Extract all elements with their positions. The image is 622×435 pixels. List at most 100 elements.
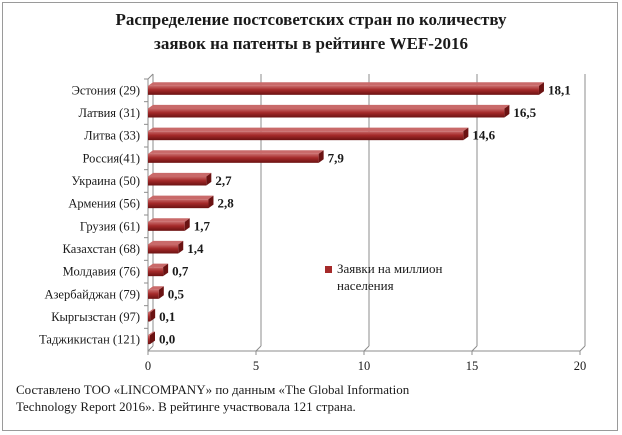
bar-0 bbox=[148, 82, 544, 95]
bar-7 bbox=[148, 240, 184, 254]
bar-end-face-0 bbox=[538, 82, 544, 95]
legend-marker bbox=[325, 266, 332, 273]
value-label-2: 14,6 bbox=[472, 128, 495, 143]
grid-line-floor-3 bbox=[471, 345, 478, 352]
chart-title-line-2: заявок на патенты в рейтинге WEF-2016 bbox=[154, 34, 468, 53]
value-label-10: 0,1 bbox=[159, 309, 175, 324]
bar-9 bbox=[148, 286, 164, 299]
bar-top-face-11 bbox=[148, 331, 155, 336]
chart-frame bbox=[2, 2, 618, 431]
bar-8 bbox=[148, 263, 169, 277]
bar-front-face-2 bbox=[148, 131, 464, 141]
bar-front-face-3 bbox=[148, 153, 319, 163]
category-label-6: Грузия (61) bbox=[80, 219, 140, 233]
bar-front-face-4 bbox=[148, 176, 207, 186]
grid-line-floor-0 bbox=[147, 345, 154, 352]
bar-10 bbox=[148, 308, 156, 322]
value-label-8: 0,7 bbox=[172, 264, 189, 279]
x-tick-label-1: 5 bbox=[253, 359, 259, 373]
x-tick-label-0: 0 bbox=[145, 359, 151, 373]
bar-6 bbox=[148, 218, 190, 231]
bar-5 bbox=[148, 195, 214, 209]
bar-11 bbox=[148, 331, 155, 345]
x-tick-label-4: 20 bbox=[574, 359, 587, 373]
category-label-5: Армения (56) bbox=[68, 197, 140, 211]
category-label-8: Молдавия (76) bbox=[63, 265, 140, 279]
data-labels: 18,1 16,5 14,6 7,9 2,7 2,8 1,7 1,4 0,7 0,5 0,1 0,0 bbox=[159, 82, 571, 346]
source-caption-line-1: Составлено ТОО «LINCOMPANY» по данным «T… bbox=[16, 382, 410, 397]
source-caption: Составлено ТОО «LINCOMPANY» по данным «T… bbox=[16, 381, 576, 415]
bar-end-face-5 bbox=[208, 195, 214, 209]
bar-end-face-11 bbox=[150, 331, 155, 345]
bar-front-face-6 bbox=[148, 221, 185, 231]
bar-front-face-8 bbox=[148, 267, 164, 277]
chart-title-line-1: Распределение постсоветских стран по кол… bbox=[115, 10, 507, 29]
category-label-9: Азербайджан (79) bbox=[44, 287, 140, 301]
category-label-4: Украина (50) bbox=[72, 174, 141, 188]
category-labels: Эстония (29) Латвия (31) Литва (33) Россия(… bbox=[39, 83, 140, 346]
bars bbox=[148, 82, 544, 345]
bar-top-face-9 bbox=[148, 286, 164, 290]
bar-top-face-10 bbox=[148, 308, 156, 313]
category-label-2: Литва (33) bbox=[84, 129, 140, 143]
value-label-7: 1,4 bbox=[187, 241, 204, 256]
value-label-6: 1,7 bbox=[194, 218, 211, 233]
value-label-4: 2,7 bbox=[215, 173, 232, 188]
bar-top-face-5 bbox=[148, 195, 214, 200]
bar-top-face-6 bbox=[148, 218, 190, 222]
bar-4 bbox=[148, 172, 212, 186]
bar-end-face-1 bbox=[504, 104, 510, 118]
bar-end-face-4 bbox=[206, 172, 212, 186]
legend: Заявки на миллион населения bbox=[325, 261, 443, 293]
value-label-9: 0,5 bbox=[168, 286, 185, 301]
bar-top-face-0 bbox=[148, 82, 544, 86]
bar-end-face-9 bbox=[158, 286, 164, 299]
category-label-11: Таджикистан (121) bbox=[39, 333, 140, 347]
category-label-3: Россия(41) bbox=[82, 151, 140, 165]
bar-top-face-4 bbox=[148, 172, 212, 177]
bar-front-face-5 bbox=[148, 199, 209, 209]
chart-title: Распределение постсоветских стран по кол… bbox=[0, 8, 622, 56]
bar-top-face-3 bbox=[148, 150, 324, 154]
bar-front-face-11 bbox=[148, 335, 150, 345]
bar-front-face-10 bbox=[148, 312, 151, 322]
bar-end-face-2 bbox=[463, 127, 469, 141]
category-label-7: Казахстан (68) bbox=[63, 242, 140, 256]
bar-end-face-3 bbox=[318, 150, 324, 163]
bar-top-face-1 bbox=[148, 104, 510, 109]
x-tick-label-3: 15 bbox=[466, 359, 479, 373]
bar-end-face-10 bbox=[150, 308, 156, 322]
bar-3 bbox=[148, 150, 324, 163]
legend-label-line-2: населения bbox=[337, 278, 394, 293]
bar-front-face-1 bbox=[148, 108, 505, 118]
bar-front-face-7 bbox=[148, 244, 179, 254]
bar-front-face-0 bbox=[148, 85, 539, 95]
bar-end-face-7 bbox=[178, 240, 184, 254]
source-caption-line-2: Technology Report 2016». В рейтинге учас… bbox=[16, 399, 356, 414]
bar-1 bbox=[148, 104, 510, 118]
category-label-1: Латвия (31) bbox=[79, 106, 140, 120]
y-axis-top-edge bbox=[147, 73, 154, 80]
bar-end-face-8 bbox=[163, 263, 169, 277]
value-label-11: 0,0 bbox=[159, 332, 175, 347]
legend-label-line-1: Заявки на миллион bbox=[337, 261, 443, 276]
category-label-10: Кыргызстан (97) bbox=[51, 310, 140, 324]
bar-top-face-2 bbox=[148, 127, 469, 132]
value-label-0: 18,1 bbox=[548, 82, 571, 97]
bar-2 bbox=[148, 127, 469, 141]
value-label-3: 7,9 bbox=[328, 150, 345, 165]
x-tick-label-2: 10 bbox=[358, 359, 371, 373]
grid-line-floor-2 bbox=[363, 345, 370, 352]
grid-line-floor-1 bbox=[255, 345, 262, 352]
bar-end-face-6 bbox=[184, 218, 190, 231]
value-label-5: 2,8 bbox=[217, 196, 234, 211]
x-axis-tick-labels: 0 5 10 15 20 bbox=[145, 351, 586, 373]
bar-front-face-9 bbox=[148, 289, 159, 299]
value-label-1: 16,5 bbox=[513, 105, 536, 120]
grid-line-floor-4 bbox=[579, 345, 586, 352]
bar-top-face-7 bbox=[148, 240, 184, 245]
bar-top-face-8 bbox=[148, 263, 169, 268]
category-label-0: Эстония (29) bbox=[72, 83, 140, 97]
grid-lines bbox=[144, 73, 586, 352]
